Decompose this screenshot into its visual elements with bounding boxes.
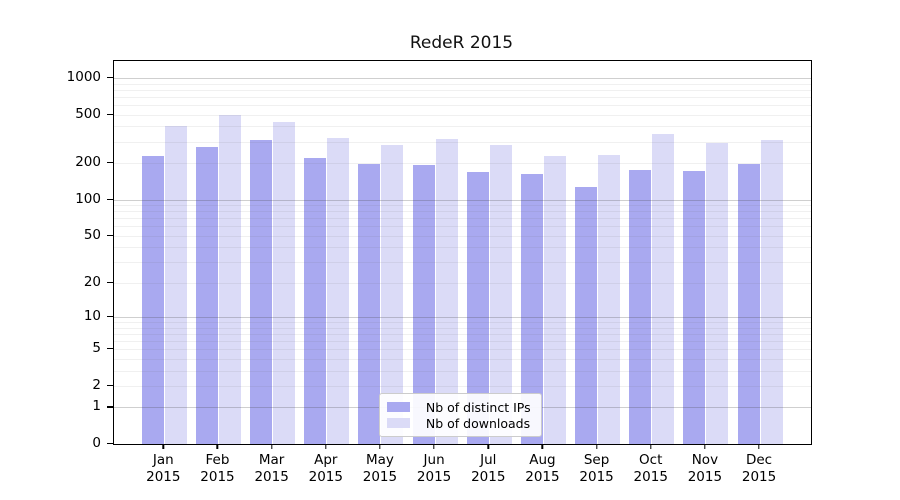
y-tick-mark: [107, 384, 113, 387]
legend-label-distinct-ips: Nb of distinct IPs: [425, 399, 531, 415]
y-tick-mark: [107, 443, 113, 445]
y-tick-mark: [107, 162, 113, 164]
y-tick-label: 500: [75, 105, 101, 122]
bar-downloads: [327, 137, 350, 444]
bar-downloads: [706, 143, 729, 444]
x-tick-label: Dec 2015: [741, 452, 777, 485]
x-axis: Jan 2015 Feb 2015 Mar 2015 Apr 2015 May 2015 Jun 20…: [113, 443, 810, 499]
x-tick-label: Oct 2015: [633, 452, 668, 485]
legend-row-downloads: Nb of downloads: [386, 415, 531, 431]
x-tick-label: Jun 2015: [416, 452, 452, 485]
bar-distinct-ips: [520, 173, 543, 444]
legend: Nb of distinct IPs Nb of downloads: [378, 393, 542, 438]
x-tick-mark: [541, 444, 544, 449]
bars-layer: [114, 61, 811, 444]
y-tick-label: 1: [92, 398, 101, 415]
y-tick-mark: [107, 198, 113, 200]
x-tick-label: Jul 2015: [471, 452, 506, 485]
y-tick-label: 2: [92, 376, 101, 393]
y-tick-label: 20: [83, 273, 101, 290]
legend-swatch-distinct-ips: [386, 402, 410, 413]
bar-distinct-ips: [737, 164, 760, 444]
y-tick-label: 100: [75, 190, 101, 207]
x-tick-mark: [487, 444, 489, 449]
bar-downloads: [652, 133, 675, 444]
y-tick-mark: [107, 234, 113, 237]
bar-downloads: [489, 144, 512, 444]
bar-downloads: [381, 144, 404, 444]
x-tick-mark: [216, 444, 219, 449]
y-tick-mark: [107, 348, 113, 350]
chart-title: RedeR 2015: [409, 33, 514, 53]
x-tick-label: Jan 2015: [146, 452, 181, 485]
bar-distinct-ips: [358, 163, 381, 444]
y-tick-label: 10: [83, 307, 101, 324]
y-tick-mark: [107, 406, 113, 408]
x-tick-label: Aug 2015: [525, 452, 560, 485]
bar-downloads: [598, 155, 621, 444]
bar-distinct-ips: [250, 139, 273, 444]
x-tick-label: Apr 2015: [308, 452, 343, 485]
bar-downloads: [273, 121, 296, 444]
y-tick-mark: [107, 76, 113, 79]
x-tick-label: May 2015: [362, 452, 398, 485]
x-tick-mark: [325, 444, 327, 449]
x-tick-mark: [595, 444, 598, 449]
plot-area: Nb of distinct IPs Nb of downloads: [113, 60, 812, 445]
bar-distinct-ips: [412, 164, 435, 444]
y-tick-label: 50: [83, 226, 101, 243]
y-tick-label: 5: [92, 340, 101, 357]
x-tick-label: Feb 2015: [200, 452, 235, 485]
x-tick-mark: [433, 444, 435, 449]
y-tick-mark: [107, 113, 113, 116]
bar-distinct-ips: [466, 171, 489, 444]
y-tick-label: 200: [75, 154, 101, 171]
x-tick-mark: [650, 444, 652, 449]
x-tick-label: Sep 2015: [579, 452, 614, 485]
bar-distinct-ips: [629, 170, 652, 444]
x-tick-label: Mar 2015: [254, 452, 289, 485]
bar-downloads: [435, 139, 458, 444]
bar-downloads: [218, 114, 241, 444]
bar-distinct-ips: [575, 187, 598, 444]
y-tick-label: 0: [92, 435, 101, 451]
bar-downloads: [164, 126, 187, 444]
y-tick-label: 1000: [66, 68, 101, 85]
x-tick-mark: [704, 444, 706, 449]
legend-row-distinct-ips: Nb of distinct IPs: [386, 399, 531, 415]
bar-distinct-ips: [195, 146, 218, 444]
bar-downloads: [760, 139, 783, 444]
bar-distinct-ips: [141, 156, 164, 444]
legend-swatch-downloads: [386, 418, 410, 429]
y-tick-mark: [107, 281, 113, 284]
bar-distinct-ips: [304, 157, 327, 444]
bar-downloads: [543, 155, 566, 444]
bar-distinct-ips: [683, 171, 706, 444]
x-tick-mark: [162, 444, 165, 449]
y-axis: 0 1 2 5 10 20 50 100 200 500 1000: [0, 60, 113, 451]
x-tick-mark: [270, 444, 273, 449]
x-tick-label: Nov 2015: [687, 452, 723, 485]
x-tick-mark: [758, 444, 760, 449]
y-tick-mark: [107, 315, 113, 318]
x-tick-mark: [379, 444, 381, 449]
legend-label-downloads: Nb of downloads: [425, 415, 531, 431]
